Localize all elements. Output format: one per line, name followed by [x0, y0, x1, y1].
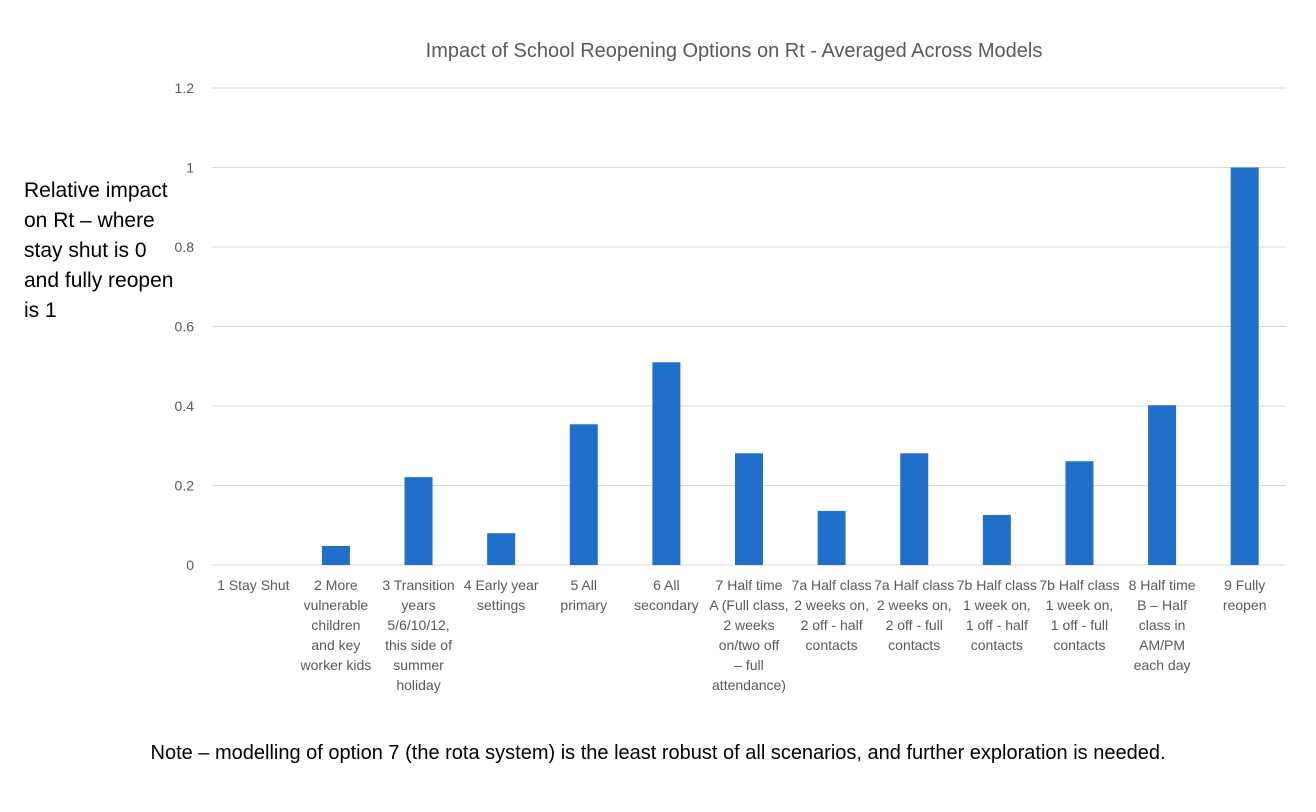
- x-tick-label-line: 2 off - full: [886, 617, 943, 633]
- x-tick-label-line: 1 Stay Shut: [217, 577, 289, 593]
- x-tick-label-line: vulnerable: [304, 597, 369, 613]
- x-tick-label-line: 2 weeks on,: [794, 597, 869, 613]
- x-tick-label-line: contacts: [971, 637, 1023, 653]
- x-tick-label: 7a Half class 2 weeks on, 2 off - full cont…: [874, 577, 954, 653]
- x-tick-label: 6 All secondary: [634, 577, 699, 613]
- x-tick-label: 4 Early year settings: [464, 577, 539, 613]
- x-tick-label-line: 5 All: [571, 577, 597, 593]
- bar: [735, 453, 763, 565]
- x-tick-label: 8 Half time B – Half class in AM/PM each day: [1129, 577, 1196, 673]
- bar: [1148, 405, 1177, 565]
- x-tick-label-line: worker kids: [300, 657, 372, 673]
- x-tick-label: 7a Half class 2 weeks on, 2 off - half cont…: [792, 577, 872, 653]
- x-tick-label-line: settings: [477, 597, 525, 613]
- x-tick-label-line: contacts: [806, 637, 858, 653]
- x-tick-label-line: summer: [393, 657, 444, 673]
- bar: [569, 424, 598, 565]
- y-tick-label: 0.6: [175, 319, 195, 335]
- x-tick-label: 9 Fully reopen: [1223, 577, 1267, 613]
- x-tick-label-line: 3 Transition: [382, 577, 454, 593]
- x-tick-label-line: attendance): [712, 677, 786, 693]
- x-tick-label-line: 1 week on,: [963, 597, 1031, 613]
- x-tick-label-line: 9 Fully: [1224, 577, 1265, 593]
- footnote: Note – modelling of option 7 (the rota s…: [150, 742, 1166, 764]
- chart-title: Impact of School Reopening Options on Rt…: [426, 40, 1043, 62]
- gridlines: [212, 87, 1286, 566]
- x-tick-label: 3 Transition years 5/6/10/12, this side of s…: [382, 577, 454, 693]
- x-tick-label-line: this side of: [385, 637, 452, 653]
- x-tick-label-line: A (Full class,: [709, 597, 788, 613]
- y-tick-label: 0: [186, 557, 194, 573]
- y-tick-labels: 0 0.2 0.4 0.6 0.8 1 1.2: [175, 80, 195, 573]
- x-tick-label: 5 All primary: [560, 577, 607, 613]
- x-tick-label-line: 6 All: [653, 577, 679, 593]
- x-tick-label-line: on/two off: [719, 637, 780, 653]
- x-tick-label-line: B – Half: [1137, 597, 1187, 613]
- x-tick-label-line: 4 Early year: [464, 577, 539, 593]
- x-tick-label-line: 7b Half class: [1039, 577, 1119, 593]
- x-tick-label-line: holiday: [396, 677, 440, 693]
- x-tick-label-line: secondary: [634, 597, 699, 613]
- x-tick-label-line: class in: [1139, 617, 1186, 633]
- y-tick-label: 0.4: [175, 398, 195, 414]
- bar: [321, 545, 350, 565]
- x-tick-label-line: years: [401, 597, 435, 613]
- x-tick-label-line: AM/PM: [1139, 637, 1185, 653]
- y-axis-label: Relative impact on Rt – where stay shut …: [24, 179, 174, 322]
- x-tick-labels: 1 Stay Shut 2 More vulnerable children and k…: [217, 577, 1266, 693]
- x-tick-label: 7b Half class 1 week on, 1 off - full conta…: [1039, 577, 1119, 653]
- x-tick-label-line: reopen: [1223, 597, 1267, 613]
- bar: [1065, 461, 1094, 565]
- y-tick-label: 0.8: [175, 239, 195, 255]
- y-tick-label: 1.2: [175, 80, 195, 96]
- x-tick-label-line: 7b Half class: [957, 577, 1037, 593]
- bar: [982, 514, 1011, 565]
- y-tick-label: 1: [186, 160, 194, 176]
- bar: [404, 477, 433, 565]
- x-tick-label-line: each day: [1134, 657, 1191, 673]
- x-tick-label: 2 More vulnerable children and key worker ki…: [300, 577, 372, 673]
- x-tick-label-line: 2 More: [314, 577, 358, 593]
- bar: [900, 453, 929, 565]
- x-tick-label-line: 1 week on,: [1046, 597, 1114, 613]
- bar: [652, 362, 681, 565]
- x-tick-label-line: children: [311, 617, 360, 633]
- x-tick-label-line: 7a Half class: [792, 577, 872, 593]
- x-tick-label: 7 Half time A (Full class, 2 weeks on/two o…: [709, 577, 788, 693]
- x-tick-label-line: 7a Half class: [874, 577, 954, 593]
- x-tick-label-line: – full: [734, 657, 764, 673]
- bar: [487, 533, 516, 565]
- x-tick-label-line: 2 weeks: [723, 617, 774, 633]
- x-tick-label-line: 2 weeks on,: [877, 597, 952, 613]
- bar: [1230, 167, 1259, 565]
- x-tick-label-line: 2 off - half: [801, 617, 863, 633]
- x-tick-label-line: 7 Half time: [716, 577, 783, 593]
- x-tick-label-line: primary: [560, 597, 607, 613]
- x-tick-label-line: contacts: [1053, 637, 1105, 653]
- x-tick-label-line: 8 Half time: [1129, 577, 1196, 593]
- x-tick-label-line: 5/6/10/12,: [387, 617, 449, 633]
- x-tick-label: 7b Half class 1 week on, 1 off - half conta…: [957, 577, 1037, 653]
- x-tick-label-line: 1 off - half: [966, 617, 1028, 633]
- bar: [817, 510, 846, 565]
- x-tick-label-line: and key: [311, 637, 360, 653]
- x-tick-label: 1 Stay Shut: [217, 577, 289, 593]
- y-tick-label: 0.2: [175, 478, 195, 494]
- bars: [321, 167, 1259, 565]
- x-tick-label-line: 1 off - full: [1051, 617, 1108, 633]
- x-tick-label-line: contacts: [888, 637, 940, 653]
